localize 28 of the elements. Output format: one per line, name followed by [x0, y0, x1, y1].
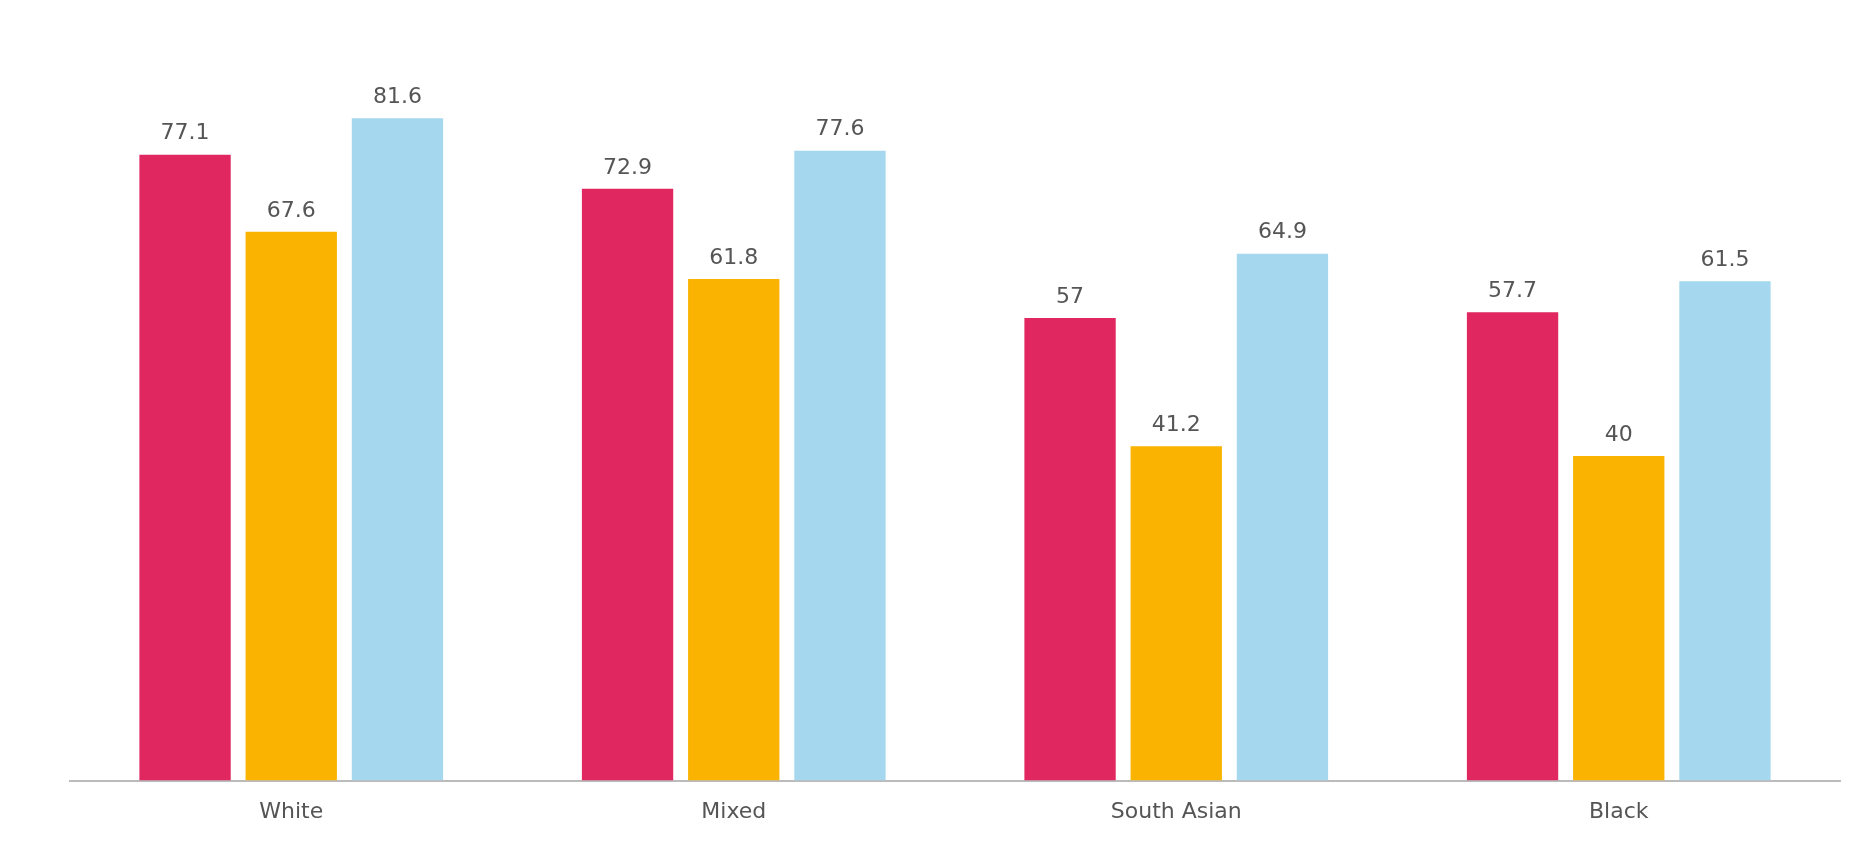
- data-label: 72.9: [603, 153, 653, 179]
- bar: [1024, 317, 1116, 781]
- bar: [794, 150, 886, 781]
- data-label: 64.9: [1257, 218, 1307, 244]
- bar: [1573, 455, 1665, 781]
- bar: [581, 188, 674, 781]
- x-tick-label: Black: [1588, 797, 1649, 823]
- bar: [688, 278, 780, 781]
- data-label: 81.6: [372, 82, 422, 108]
- x-tick-label: Mixed: [701, 797, 767, 823]
- bar: [1130, 446, 1222, 781]
- bar: [351, 118, 444, 781]
- data-label: 41.2: [1151, 410, 1201, 436]
- bar: [139, 154, 231, 781]
- data-label: 77.6: [815, 115, 865, 141]
- data-label: 61.5: [1700, 246, 1750, 272]
- data-label: 77.1: [160, 119, 210, 145]
- data-label: 40: [1604, 420, 1633, 446]
- x-tick-label: White: [259, 797, 324, 823]
- bar: [1679, 281, 1771, 781]
- bar: [245, 231, 337, 781]
- data-label: 67.6: [266, 196, 316, 222]
- bar: [1236, 253, 1329, 781]
- data-label: 61.8: [709, 243, 759, 269]
- data-label: 57.7: [1488, 276, 1538, 302]
- bar: [1466, 312, 1559, 781]
- x-tick-label: South Asian: [1110, 797, 1242, 823]
- data-label: 57: [1056, 282, 1085, 308]
